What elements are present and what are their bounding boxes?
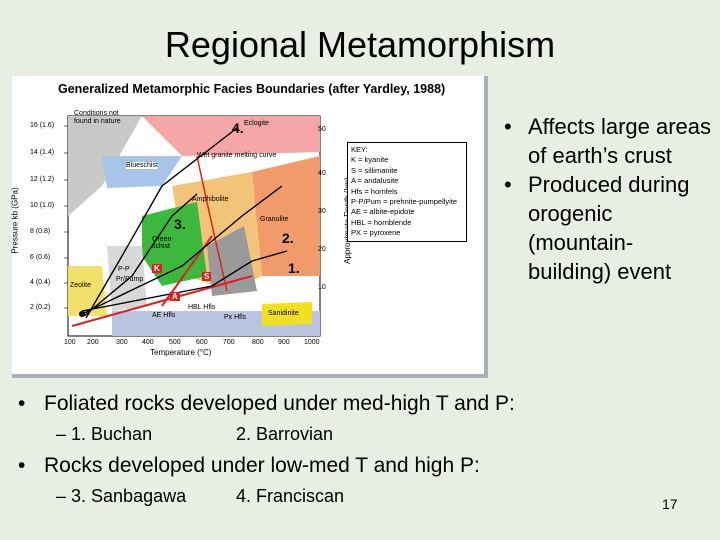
label-s: S	[202, 272, 212, 281]
region-zeolite	[68, 266, 107, 316]
bottom-bullet-2: • Rocks developed under low-med T and hig…	[18, 454, 480, 478]
x-tick: 400	[142, 339, 154, 346]
label-eclogite: Eclogite	[244, 120, 269, 127]
bullet-text: Rocks developed under low-med T and high…	[44, 454, 480, 477]
bullet-text: Foliated rocks developed under med-high …	[44, 392, 515, 415]
facies-diagram: Generalized Metamorphic Facies Boundarie…	[10, 76, 488, 378]
bullet-text: Affects large areas of earth’s crust	[528, 114, 712, 168]
y-tick: 12 (1.2)	[30, 176, 55, 183]
region-eclogite	[142, 116, 320, 156]
y-tick: 2 (0.2)	[30, 304, 51, 311]
bullet-item: • Produced during orogenic (mountain-bui…	[500, 170, 715, 286]
x-tick: 300	[116, 339, 128, 346]
number-4: 4.	[232, 120, 244, 136]
legend-entry: K = kyanite	[351, 155, 389, 165]
label-a: A	[170, 292, 180, 301]
depth-tick: 30	[318, 208, 326, 215]
x-tick: 800	[252, 339, 264, 346]
bullet-dot-icon: •	[18, 392, 26, 415]
label-hbl-hfls: HBL Hfls	[188, 304, 216, 311]
legend-entry: Hfs = hornfels	[351, 186, 398, 196]
y-tick: 6 (0.6)	[30, 254, 51, 261]
bullet-dot-icon: •	[504, 172, 512, 197]
right-bullet-list: • Affects large areas of earth’s crust •…	[500, 112, 715, 286]
region-sanidinite	[262, 302, 312, 326]
label-not-found: Conditions not found in nature	[74, 110, 121, 125]
bullet-dot-icon: •	[18, 454, 26, 477]
label-zeolite: Zeolite	[70, 282, 92, 289]
number-3: 3.	[174, 216, 186, 232]
label-granulite: Granulite	[260, 216, 289, 223]
label-blueschist: Blueschist	[126, 162, 158, 169]
label-wet-granite: Wet granite melting curve	[197, 152, 277, 159]
x-tick: 500	[169, 339, 181, 346]
label-sanidinite: Sanidinite	[268, 310, 299, 317]
path-3	[83, 193, 198, 317]
sub-bullet: 4. Franciscan	[236, 486, 345, 506]
label-greenschist: Green-schist	[152, 236, 174, 250]
origin-dot	[79, 311, 85, 317]
label-ae-hfls: AE Hfls	[152, 312, 176, 319]
region-blueschist	[102, 156, 182, 188]
x-tick: 100	[64, 339, 76, 346]
depth-tick: 50	[318, 126, 326, 133]
number-2: 2.	[282, 230, 294, 246]
slide-title: Regional Metamorphism	[164, 24, 556, 65]
bullet-item: • Affects large areas of earth’s crust	[500, 112, 715, 170]
y-tick: 4 (0.4)	[30, 279, 51, 286]
label-amphibolite: Amphibolite	[192, 196, 229, 203]
y-tick: 10 (1.0)	[30, 202, 55, 209]
y-tick: 16 (1.6)	[30, 122, 55, 129]
path-1	[81, 250, 288, 312]
sub-bullet: 2. Barrovian	[236, 424, 334, 444]
legend-entry: A = andalusite	[351, 176, 399, 186]
path-4	[85, 127, 238, 319]
legend-entry: P-P/Pum = prehnite-pumpellyite	[351, 197, 458, 207]
y-tick: 14 (1.4)	[30, 149, 55, 156]
facies-plot	[64, 115, 321, 337]
y-tick: 8 (0.8)	[30, 228, 51, 235]
label-k: K	[152, 264, 162, 273]
sub-bullet: – 3. Sanbagawa	[56, 486, 187, 506]
depth-tick: 40	[318, 170, 326, 177]
depth-tick: 20	[318, 246, 326, 253]
x-tick: 1000	[304, 339, 320, 346]
label-pp: P-P	[118, 266, 130, 273]
label-px-hfls: Px Hfls	[224, 314, 247, 321]
legend: KEY: K = kyanite S = sillimanite A = and…	[347, 142, 467, 242]
figure-title: Generalized Metamorphic Facies Boundarie…	[58, 82, 446, 96]
x-tick: 900	[278, 339, 290, 346]
legend-entry: AE = albite-epidote	[351, 207, 415, 217]
x-axis-label: Temperature (°C)	[150, 348, 212, 357]
melting-curve	[196, 155, 228, 292]
legend-entry: PX = pyroxene	[351, 228, 401, 238]
region-pp	[107, 246, 147, 311]
label-pr-pump: Pr/Pump	[116, 276, 144, 283]
number-1: 1.	[288, 260, 300, 276]
legend-entry: S = sillimanite	[351, 165, 398, 175]
region-granulite	[252, 156, 320, 276]
boundary-red-1	[71, 275, 253, 327]
bullet-dot-icon: •	[504, 114, 512, 139]
bottom-bullet-1: • Foliated rocks developed under med-high…	[18, 392, 515, 416]
y-axis-label: Pressure kb (GPa)	[10, 187, 20, 254]
x-tick: 200	[87, 339, 99, 346]
legend-entry: KEY:	[351, 145, 368, 154]
path-2	[81, 185, 283, 315]
legend-entry: HBL = hornblende	[351, 217, 412, 227]
page-number: 17	[662, 496, 678, 512]
bullet-text: Produced during orogenic (mountain-build…	[528, 172, 690, 284]
depth-tick: 10	[318, 284, 326, 291]
x-tick: 600	[196, 339, 208, 346]
x-tick: 700	[223, 339, 235, 346]
sub-bullet: – 1. Buchan	[56, 424, 153, 444]
